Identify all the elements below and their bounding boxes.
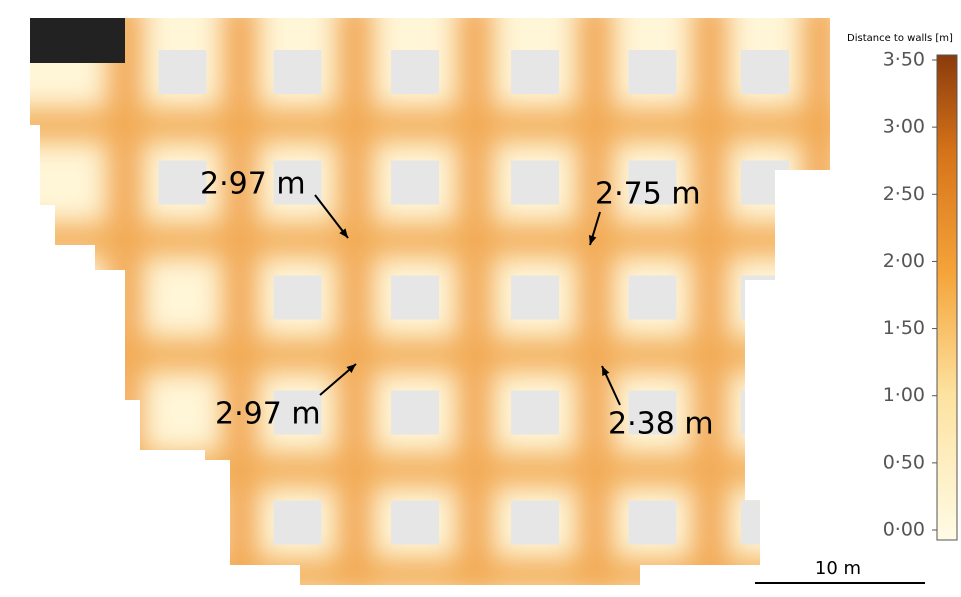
pillar [158,50,207,94]
pillar [628,160,677,205]
pillar [511,50,559,94]
colorbar-tick-label: 0·50 [883,451,925,473]
annotations: 2·97 m 2·75 m 2·97 m 2·38 m [200,167,714,442]
arrow-head [588,235,597,245]
colorbar-tick-label: 3·00 [883,116,925,138]
band [30,109,830,141]
pillar [391,500,439,545]
colorbar-tick-label: 3·50 [883,49,925,71]
pillar [273,275,322,320]
scan-noise [30,18,125,63]
pillar [391,50,439,94]
pillar [158,160,207,205]
pillar [273,50,322,94]
colorbar-title: Distance to walls [m] [847,33,953,44]
annotation-label: 2·38 m [608,407,714,442]
pillar [273,390,322,435]
colorbar-tick-label: 0·00 [883,519,925,541]
pillar [391,275,439,320]
annotation-label: 2·97 m [200,167,306,202]
band [30,224,830,256]
arrow-head [339,228,348,238]
colorbar: Distance to walls [m] 3·50 3·00 2·50 2·00 1·… [847,33,958,541]
annotation-label: 2·97 m [215,397,321,432]
band [579,18,611,585]
pillar [511,500,559,545]
colorbar-tick-label: 1·50 [883,317,925,339]
pillar [741,50,789,94]
pillar [628,390,677,435]
colorbar-tick-label: 2·50 [883,183,925,205]
band [459,18,491,585]
pillar [628,500,677,545]
pillar [273,160,322,205]
distance-bands [30,18,830,585]
annotation-label: 2·75 m [595,177,701,212]
pillar [511,275,559,320]
map [30,18,830,585]
pillar [511,160,559,205]
arrow-head [346,364,356,373]
band [30,339,830,371]
arrow-head [602,366,610,376]
pillar [391,390,439,435]
pillar [628,275,677,320]
scale-bar: 10 m [755,558,925,584]
pillar [628,50,677,94]
pillar [273,500,322,545]
colorbar-ramp [936,54,958,541]
band [339,18,371,585]
scale-label: 10 m [815,558,861,579]
pillar [511,390,559,435]
colorbar-tick-label: 2·00 [883,250,925,272]
band [694,18,726,585]
pillar [391,160,439,205]
colorbar-tick-label: 1·00 [883,384,925,406]
